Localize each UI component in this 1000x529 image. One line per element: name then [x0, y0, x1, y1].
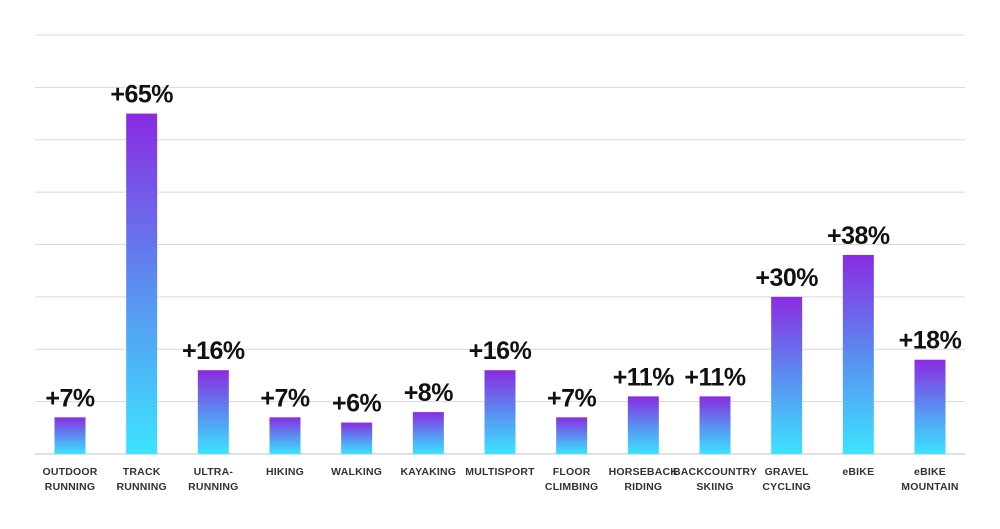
category-label: HORSEBACK RIDING [609, 466, 679, 493]
value-labels: +7% +65% +16% +7% +6% +8% +16% +7% +11% +11% +30% +… [45, 81, 962, 418]
value-label: +16% [469, 337, 532, 365]
bar [54, 417, 86, 454]
category-label: WALKING [331, 466, 382, 478]
bar [556, 417, 588, 454]
gridlines [35, 34, 965, 455]
bar [412, 412, 444, 454]
category-label: eBIKE [842, 466, 874, 478]
category-label: OUTDOOR RUNNING [42, 466, 97, 493]
value-label: +7% [547, 384, 597, 412]
category-label: TRACK RUNNING [116, 466, 166, 493]
category-label: GRAVEL CYCLING [762, 466, 811, 493]
value-label: +16% [182, 337, 245, 365]
category-labels: OUTDOOR RUNNING TRACK RUNNING ULTRA-RUNNING H… [42, 466, 958, 493]
category-label: MULTISPORT [465, 466, 535, 478]
value-label: +38% [827, 222, 890, 250]
value-label: +8% [404, 379, 454, 407]
bars [54, 113, 946, 454]
bar [126, 113, 158, 454]
value-label: +18% [899, 327, 962, 355]
bar [842, 254, 874, 454]
value-label: +65% [110, 81, 173, 109]
category-label: KAYAKING [400, 466, 456, 478]
bar [699, 396, 731, 454]
value-label: +30% [755, 264, 818, 292]
bar [914, 359, 946, 454]
value-label: +6% [332, 390, 382, 418]
bar [197, 370, 229, 454]
bar [269, 417, 301, 454]
bar [627, 396, 659, 454]
category-label: eBIKE MOUNTAIN [901, 466, 958, 493]
value-label: +11% [684, 363, 746, 391]
category-label: BACKCOUNTRY SKIING [673, 466, 757, 493]
category-label: HIKING [266, 466, 304, 478]
category-label: ULTRA-RUNNING [188, 466, 238, 493]
value-label: +7% [45, 384, 95, 412]
category-label: FLOOR CLIMBING [545, 466, 599, 493]
value-label: +11% [613, 363, 675, 391]
bar [341, 422, 373, 454]
value-label: +7% [260, 384, 310, 412]
bar [771, 296, 803, 454]
bar [484, 370, 516, 454]
